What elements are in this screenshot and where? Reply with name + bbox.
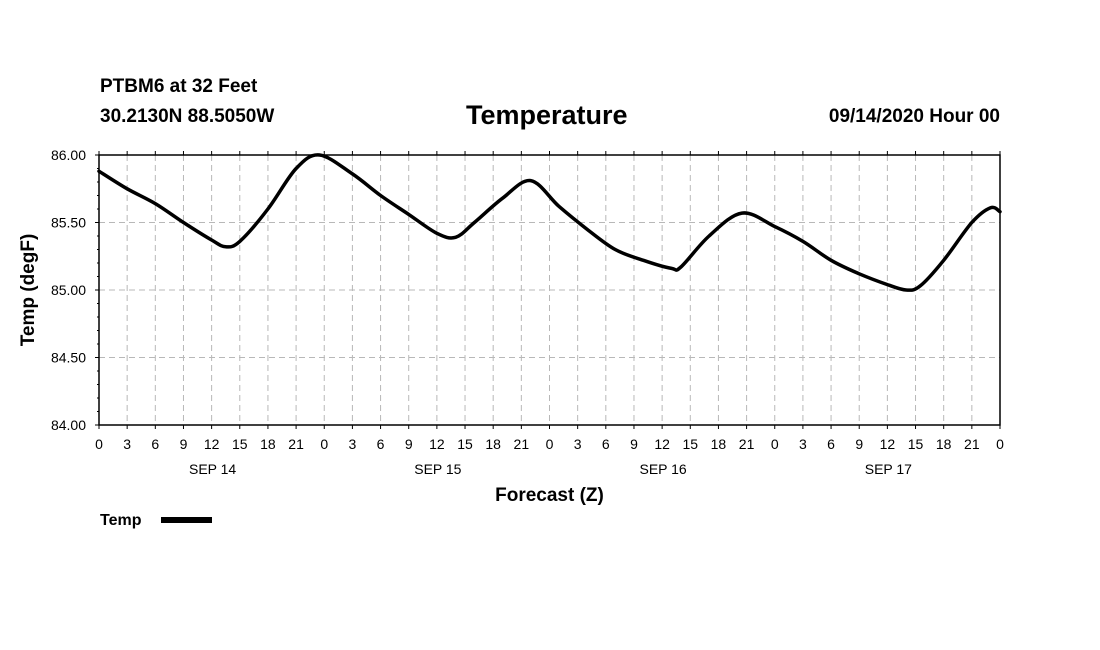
x-tick-label: 18 bbox=[711, 436, 727, 452]
x-tick-label: 21 bbox=[514, 436, 530, 452]
x-tick-label: 12 bbox=[654, 436, 670, 452]
y-tick-label: 85.00 bbox=[51, 282, 86, 298]
x-tick-label: 6 bbox=[151, 436, 159, 452]
x-tick-label: 15 bbox=[457, 436, 473, 452]
issue-time-label: 09/14/2020 Hour 00 bbox=[828, 106, 1000, 127]
y-axis-label: Temp (degF) bbox=[18, 234, 39, 347]
x-tick-label: 18 bbox=[936, 436, 952, 452]
x-tick-label: 15 bbox=[682, 436, 698, 452]
x-tick-label: 3 bbox=[349, 436, 357, 452]
x-axis-ticks: 0 3 6 9 12 15 18 21 0 3 6 9 12 15 18 21 0 3 6 9 12 15 18 21 0 3 6 9… bbox=[95, 151, 1004, 452]
x-tick-label: 15 bbox=[232, 436, 248, 452]
x-tick-label: 12 bbox=[204, 436, 220, 452]
x-tick-label: 0 bbox=[771, 436, 779, 452]
x-tick-label: 9 bbox=[630, 436, 638, 452]
x-tick-label: 18 bbox=[485, 436, 501, 452]
day-label: SEP 17 bbox=[865, 461, 912, 477]
plot-frame bbox=[98, 154, 1001, 426]
y-tick-label: 86.00 bbox=[51, 147, 86, 163]
x-tick-label: 0 bbox=[546, 436, 554, 452]
x-tick-label: 12 bbox=[429, 436, 445, 452]
x-tick-label: 6 bbox=[827, 436, 835, 452]
x-tick-label: 3 bbox=[799, 436, 807, 452]
x-tick-label: 21 bbox=[964, 436, 980, 452]
x-axis-label: Forecast (Z) bbox=[495, 485, 604, 506]
x-tick-label: 3 bbox=[123, 436, 131, 452]
x-tick-label: 9 bbox=[855, 436, 863, 452]
day-label: SEP 16 bbox=[640, 461, 687, 477]
legend-label: Temp bbox=[100, 512, 142, 529]
station-label: PTBM6 at 32 Feet bbox=[100, 76, 258, 97]
day-label: SEP 14 bbox=[189, 461, 236, 477]
y-tick-label: 84.00 bbox=[51, 417, 86, 433]
y-tick-label: 85.50 bbox=[51, 215, 86, 231]
day-label: SEP 15 bbox=[414, 461, 461, 477]
x-tick-label: 6 bbox=[602, 436, 610, 452]
x-tick-label: 21 bbox=[739, 436, 755, 452]
x-tick-label: 9 bbox=[405, 436, 413, 452]
x-tick-label: 18 bbox=[260, 436, 276, 452]
day-labels: SEP 14 SEP 15 SEP 16 SEP 17 bbox=[189, 461, 912, 477]
x-tick-label: 21 bbox=[288, 436, 304, 452]
coordinates-label: 30.2130N 88.5050W bbox=[100, 106, 275, 127]
x-tick-label: 0 bbox=[320, 436, 328, 452]
x-tick-label: 6 bbox=[377, 436, 385, 452]
y-axis-ticks: 84.00 84.50 85.00 85.50 86.00 bbox=[51, 147, 99, 433]
x-tick-label: 12 bbox=[880, 436, 896, 452]
x-tick-label: 0 bbox=[996, 436, 1004, 452]
x-tick-label: 9 bbox=[180, 436, 188, 452]
x-tick-label: 3 bbox=[574, 436, 582, 452]
x-tick-label: 0 bbox=[95, 436, 103, 452]
chart-title: Temperature bbox=[466, 100, 628, 130]
x-tick-label: 15 bbox=[908, 436, 924, 452]
y-tick-label: 84.50 bbox=[51, 350, 86, 366]
series-line-temp bbox=[97, 153, 1002, 292]
